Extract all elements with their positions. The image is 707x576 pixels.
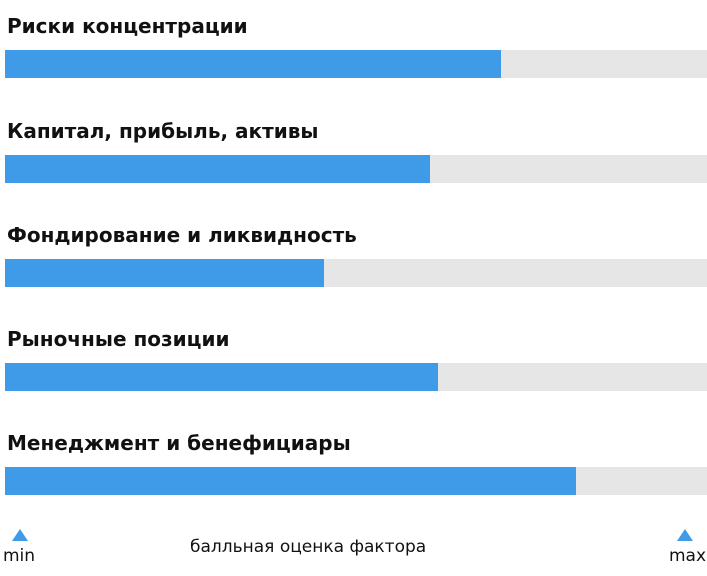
bar-track — [5, 363, 707, 391]
factor-label: Фондирование и ликвидность — [7, 223, 357, 247]
bar-fill — [5, 259, 325, 287]
factor-label: Менеджмент и бенефициары — [7, 431, 351, 455]
scale-caption: балльная оценка фактора — [190, 537, 427, 557]
max-marker-icon — [677, 529, 693, 541]
bar-track — [5, 50, 707, 78]
bar-track — [5, 467, 707, 495]
factor-label: Рыночные позиции — [7, 327, 230, 351]
scale-max-label: max — [669, 546, 707, 566]
bar-fill — [5, 363, 439, 391]
min-marker-icon — [12, 529, 28, 541]
bar-track — [5, 259, 707, 287]
scale-min-label: min — [3, 546, 36, 566]
bar-fill — [5, 50, 501, 78]
bar-fill — [5, 155, 431, 183]
factor-label: Капитал, прибыль, активы — [7, 119, 319, 143]
bar-fill — [5, 467, 577, 495]
factor-label: Риски концентрации — [7, 14, 248, 38]
bar-track — [5, 155, 707, 183]
